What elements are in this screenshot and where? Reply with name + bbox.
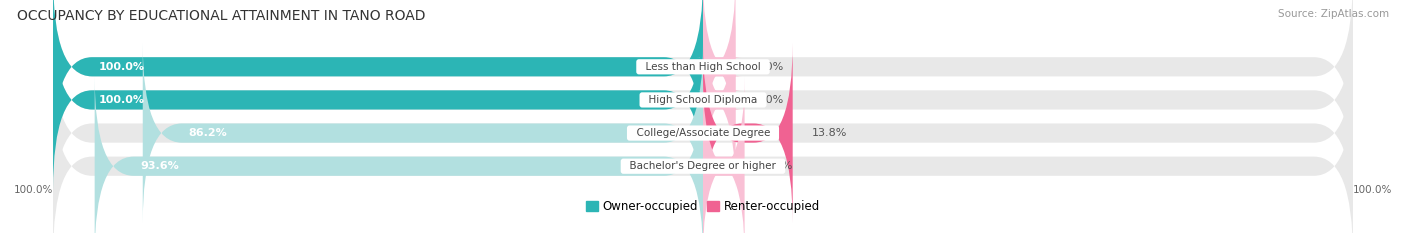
FancyBboxPatch shape — [53, 10, 1353, 190]
FancyBboxPatch shape — [53, 0, 703, 157]
FancyBboxPatch shape — [143, 43, 703, 223]
Text: 6.4%: 6.4% — [763, 161, 793, 171]
FancyBboxPatch shape — [696, 10, 742, 190]
Text: Source: ZipAtlas.com: Source: ZipAtlas.com — [1278, 9, 1389, 19]
Text: OCCUPANCY BY EDUCATIONAL ATTAINMENT IN TANO ROAD: OCCUPANCY BY EDUCATIONAL ATTAINMENT IN T… — [17, 9, 426, 23]
FancyBboxPatch shape — [53, 0, 1353, 157]
Text: 93.6%: 93.6% — [141, 161, 179, 171]
Text: Less than High School: Less than High School — [638, 62, 768, 72]
Text: High School Diploma: High School Diploma — [643, 95, 763, 105]
Text: 0.0%: 0.0% — [755, 95, 783, 105]
Text: College/Associate Degree: College/Associate Degree — [630, 128, 776, 138]
FancyBboxPatch shape — [53, 10, 703, 190]
Text: 100.0%: 100.0% — [98, 62, 145, 72]
Text: 13.8%: 13.8% — [813, 128, 848, 138]
FancyBboxPatch shape — [53, 43, 1353, 223]
Text: 100.0%: 100.0% — [1353, 185, 1392, 195]
FancyBboxPatch shape — [696, 0, 742, 157]
Text: Bachelor's Degree or higher: Bachelor's Degree or higher — [623, 161, 783, 171]
FancyBboxPatch shape — [94, 76, 703, 233]
Text: 100.0%: 100.0% — [98, 95, 145, 105]
Text: 86.2%: 86.2% — [188, 128, 226, 138]
Legend: Owner-occupied, Renter-occupied: Owner-occupied, Renter-occupied — [581, 195, 825, 218]
Text: 0.0%: 0.0% — [755, 62, 783, 72]
Text: 100.0%: 100.0% — [14, 185, 53, 195]
FancyBboxPatch shape — [703, 43, 793, 223]
FancyBboxPatch shape — [703, 76, 745, 233]
FancyBboxPatch shape — [53, 76, 1353, 233]
